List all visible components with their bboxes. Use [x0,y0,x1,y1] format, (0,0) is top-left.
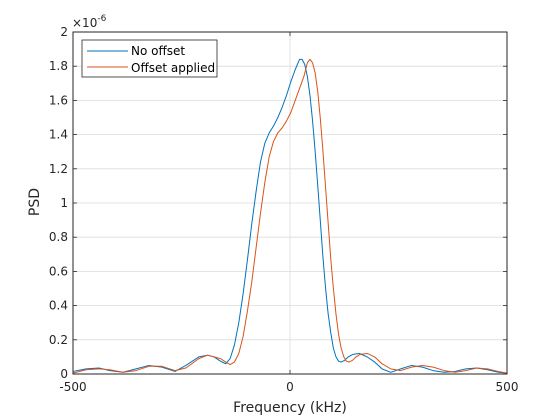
x-tick-labels: -500 0 500 [59,380,518,394]
legend-label-offset-applied: Offset applied [131,61,215,75]
y-axis-title: PSD [27,188,43,216]
y-tick-label-3: 0.6 [49,264,68,278]
y-tick-label-2: 0.4 [49,299,68,313]
series-layer [72,58,508,374]
legend-label-no-offset: No offset [131,44,185,58]
y-tick-label-1: 0.2 [49,333,68,347]
legend: No offset Offset applied [81,39,218,78]
y-tick-labels: 0 0.2 0.4 0.6 0.8 1 1.2 1.4 1.6 1.8 2 [49,25,68,381]
y-tick-label-7: 1.4 [49,128,68,142]
y-tick-label-0: 0 [60,367,68,381]
y-tick-label-8: 1.6 [49,93,68,107]
y-tick-label-4: 0.8 [49,230,68,244]
series-line-offset-applied [72,58,508,374]
x-axis-title: Frequency (kHz) [233,400,347,416]
y-tick-label-10: 2 [60,25,68,39]
y-tick-label-5: 1 [60,196,68,210]
y-exponent-label: ×10-6 [72,14,107,30]
x-tick-label-1: 0 [286,380,294,394]
x-tick-label-2: 500 [496,380,519,394]
y-tick-label-6: 1.2 [49,162,68,176]
legend-box [81,39,218,78]
tick-marks [72,31,508,375]
y-tick-label-9: 1.8 [49,59,68,73]
x-tick-label-0: -500 [59,380,86,394]
